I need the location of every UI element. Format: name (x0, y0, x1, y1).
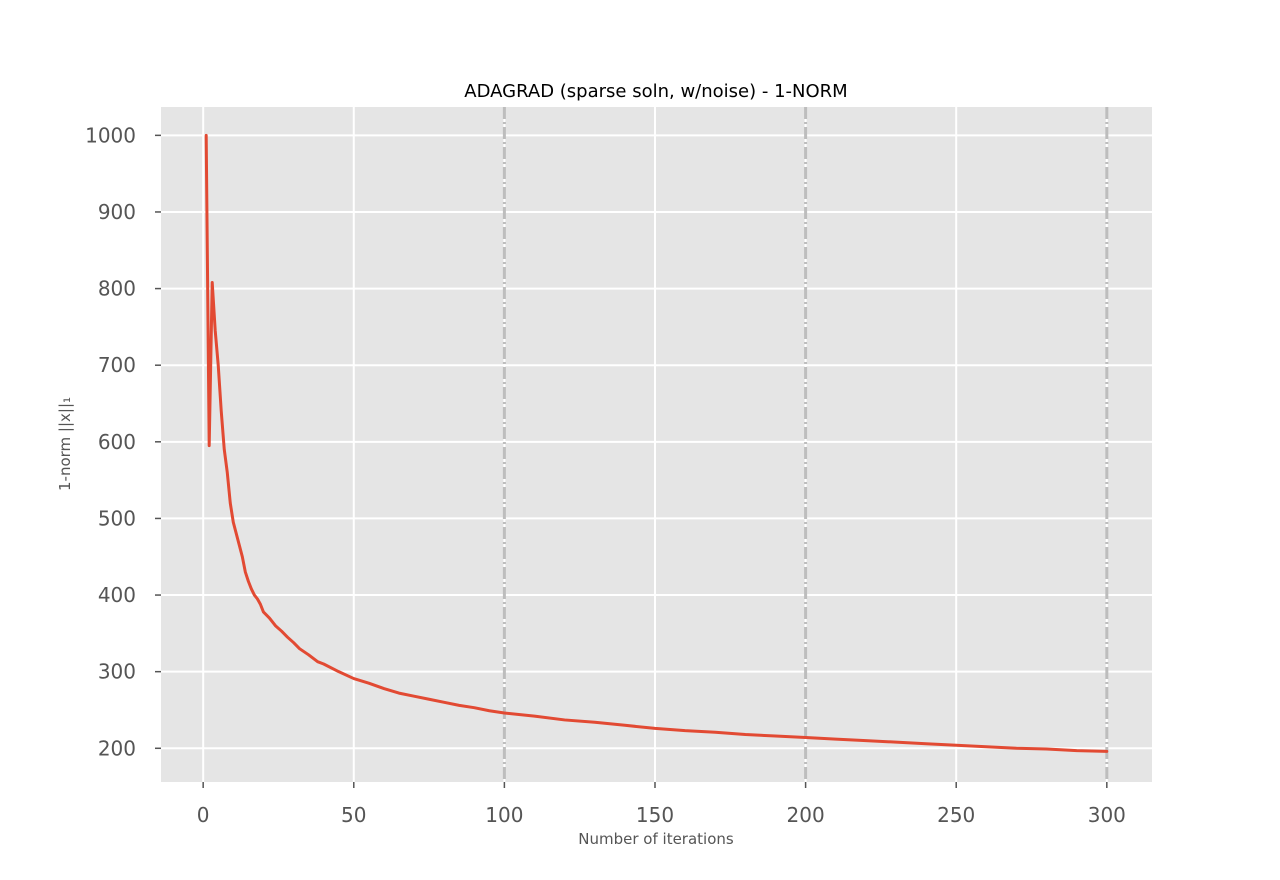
reference-lines (502, 107, 1109, 782)
x-tick-label: 300 (1088, 803, 1126, 827)
x-tick-labels: 0 50 100 150 200 250 300 (197, 782, 1126, 827)
x-tick-label: 100 (485, 803, 523, 827)
x-tick-label: 0 (197, 803, 210, 827)
x-axis-label: Number of iterations (578, 830, 734, 848)
y-tick-label: 400 (98, 583, 136, 607)
x-tick-label: 250 (937, 803, 975, 827)
y-tick-label: 500 (98, 506, 136, 530)
y-axis-label: 1-norm ||x||₁ (56, 397, 74, 491)
y-tick-labels: 200 300 400 500 600 700 800 900 1000 (85, 123, 161, 760)
x-tick-label: 200 (787, 803, 825, 827)
plot-area (161, 107, 1152, 782)
chart-title: ADAGRAD (sparse soln, w/noise) - 1-NORM (464, 81, 847, 102)
series-layer (204, 133, 1109, 753)
series-line (204, 133, 1109, 753)
y-tick-label: 700 (98, 353, 136, 377)
x-tick-label: 50 (341, 803, 366, 827)
grid-lines (161, 107, 1152, 782)
y-tick-label: 600 (98, 430, 136, 454)
x-tick-label: 150 (636, 803, 674, 827)
y-tick-label: 800 (98, 277, 136, 301)
y-tick-label: 900 (98, 200, 136, 224)
y-tick-label: 200 (98, 736, 136, 760)
y-tick-label: 300 (98, 660, 136, 684)
y-tick-label: 1000 (85, 123, 136, 147)
